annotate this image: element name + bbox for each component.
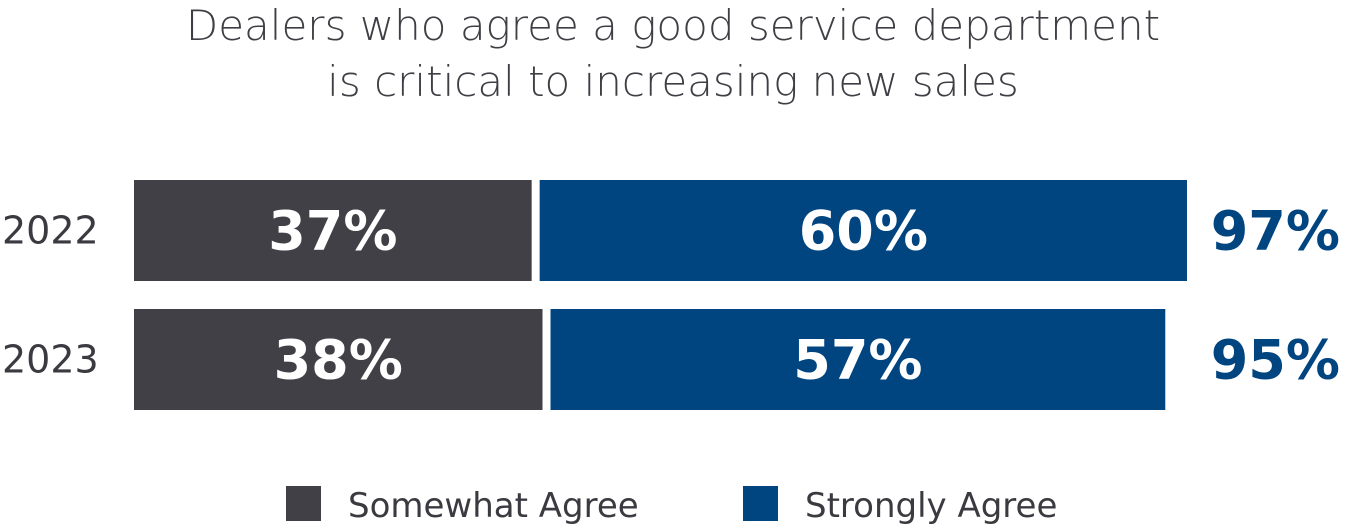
total-label-2022: 97%	[1211, 200, 1340, 263]
bar-strongly-agree-2023	[550, 309, 1166, 410]
bar-label-strongly-agree-2022: 60%	[799, 200, 928, 263]
bar-label-somewhat-agree-2023: 38%	[274, 329, 403, 392]
year-label-2022: 2022	[2, 209, 99, 253]
bar-label-somewhat-agree-2022: 37%	[268, 200, 397, 263]
year-label-2023: 2023	[2, 338, 99, 382]
bar-label-strongly-agree-2023: 57%	[793, 329, 922, 392]
legend-label-strongly-agree: Strongly Agree	[805, 486, 1057, 526]
total-label-2023: 95%	[1211, 329, 1340, 392]
legend-swatch-strongly-agree	[743, 486, 778, 521]
legend-label-somewhat-agree: Somewhat Agree	[348, 486, 639, 526]
chart-title: Dealers who agree a good service departm…	[186, 1, 1160, 106]
legend-swatch-somewhat-agree	[286, 486, 321, 521]
chart-title-line-2: is critical to increasing new sales	[327, 57, 1019, 106]
plot-area: 2022 37% 60% 97% 2023 38% 57% 95%	[2, 180, 1340, 410]
bar-somewhat-agree-2022	[134, 180, 532, 281]
chart-title-line-1: Dealers who agree a good service departm…	[186, 1, 1160, 50]
legend: Somewhat Agree Strongly Agree	[286, 486, 1057, 526]
bar-somewhat-agree-2023	[134, 309, 543, 410]
bar-strongly-agree-2022	[539, 180, 1187, 281]
